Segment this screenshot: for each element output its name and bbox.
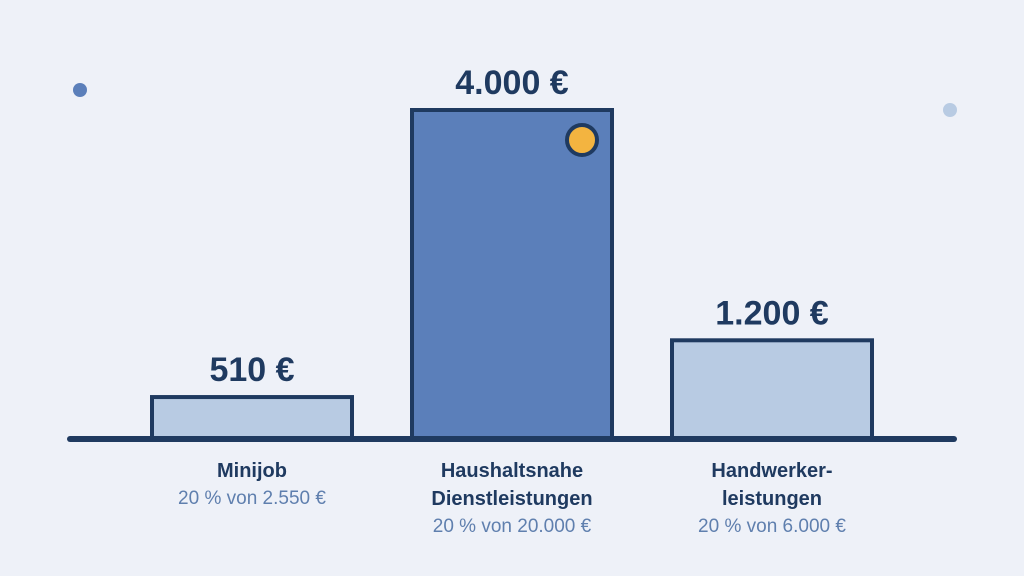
value-label-2: 4.000 € [455, 64, 569, 102]
decor-dot-right [943, 103, 957, 117]
category-label-3-line-1: Handwerker- [711, 460, 832, 482]
labels-layer: 510 € Minijob 20 % von 2.550 € 4.000 € Haush… [178, 64, 846, 537]
highlight-marker-dot [565, 123, 599, 157]
category-label-1-line-1: Minijob [217, 460, 287, 482]
bars-layer [150, 108, 874, 441]
category-label-3-line-2: leistungen [722, 488, 822, 510]
subtitle-label-3: 20 % von 6.000 € [698, 516, 846, 537]
value-label-3: 1.200 € [715, 294, 829, 332]
decor-dot-left [73, 83, 87, 97]
subtitle-label-1: 20 % von 2.550 € [178, 488, 326, 509]
category-label-2-line-1: Haushaltsnahe [441, 460, 583, 482]
value-label-1: 510 € [209, 351, 294, 389]
bar-3 [670, 338, 874, 441]
bar-2 [410, 108, 614, 441]
bar-1 [150, 395, 354, 441]
category-label-2-line-2: Dienstleistungen [431, 488, 592, 510]
subtitle-label-2: 20 % von 20.000 € [433, 516, 592, 537]
